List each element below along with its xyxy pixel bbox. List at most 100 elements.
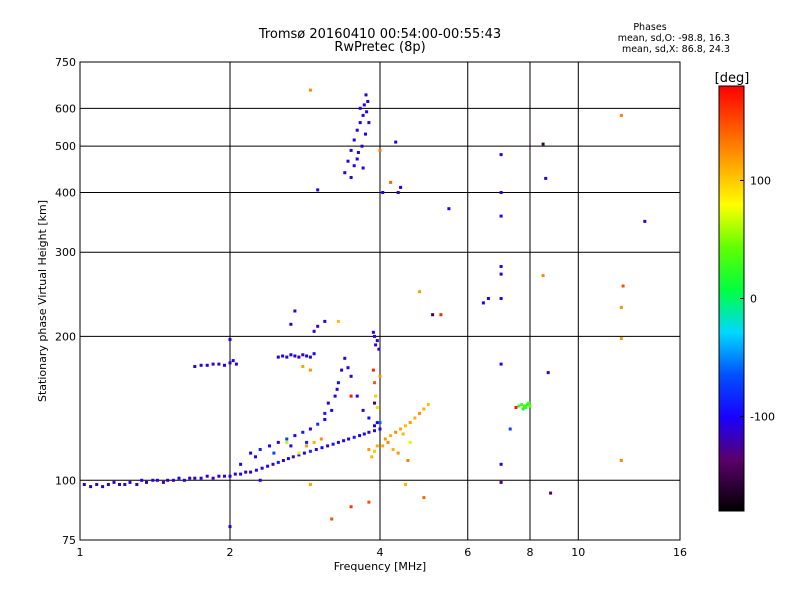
echo-point <box>418 290 421 294</box>
echo-point <box>293 309 297 313</box>
echo-point <box>276 460 280 464</box>
echo-point <box>101 485 105 489</box>
echo-point <box>297 355 301 359</box>
echo-point <box>517 404 521 408</box>
echo-point <box>305 440 309 444</box>
echo-point <box>285 437 289 441</box>
echo-point <box>389 434 393 438</box>
echo-point <box>293 434 297 438</box>
echo-point <box>297 451 301 455</box>
colorbar-tick-label: 0 <box>750 293 757 306</box>
echo-point <box>378 148 382 152</box>
echo-point <box>346 366 350 370</box>
echo-point <box>374 394 378 398</box>
echo-point <box>499 191 503 194</box>
echo-point <box>258 478 262 482</box>
echo-point <box>367 121 371 125</box>
echo-point <box>305 354 309 358</box>
echo-point <box>371 330 375 334</box>
echo-point <box>383 437 387 441</box>
echo-point <box>367 416 371 420</box>
echo-point <box>326 444 330 448</box>
echo-point <box>308 483 312 486</box>
echo-point <box>343 356 347 360</box>
echo-point <box>514 406 518 409</box>
echo-point <box>373 449 376 453</box>
y-tick-label: 400 <box>55 186 76 199</box>
echo-point <box>352 138 356 142</box>
echo-point <box>301 430 305 434</box>
echo-point <box>381 191 385 194</box>
echo-point <box>347 437 351 441</box>
echo-point <box>362 432 366 436</box>
echo-point <box>316 422 320 426</box>
echo-point <box>140 478 144 482</box>
echo-point <box>285 355 289 359</box>
echo-point <box>297 453 301 457</box>
echo-point <box>128 480 132 484</box>
echo-point <box>308 427 312 431</box>
echo-point <box>217 362 221 366</box>
phase-stats-header: Phases <box>633 22 667 33</box>
echo-point <box>431 313 435 317</box>
echo-point <box>520 403 524 407</box>
echo-point <box>239 472 243 476</box>
echo-point <box>249 451 253 455</box>
echo-point <box>406 459 410 462</box>
echo-point <box>161 480 165 484</box>
echo-point <box>346 159 350 163</box>
echo-point <box>308 355 312 359</box>
echo-point <box>367 430 371 434</box>
echo-point <box>258 448 262 451</box>
echo-point <box>223 363 226 367</box>
echo-point <box>394 140 398 144</box>
echo-point <box>182 478 186 482</box>
echo-point <box>378 427 382 431</box>
echo-point <box>302 451 306 455</box>
echo-point <box>239 462 243 466</box>
echo-point <box>343 171 347 175</box>
x-tick-label: 1 <box>77 546 84 559</box>
echo-point <box>386 440 390 444</box>
echo-point <box>228 338 232 341</box>
echo-point <box>171 478 175 482</box>
y-tick-label: 75 <box>62 534 76 547</box>
echo-point <box>619 305 623 309</box>
echo-point <box>336 440 340 444</box>
echo-point <box>316 188 320 192</box>
echo-point <box>619 459 623 462</box>
echo-point <box>293 354 297 358</box>
echo-point <box>289 322 293 326</box>
echo-point <box>399 185 403 189</box>
echo-point <box>401 432 405 436</box>
echo-point <box>404 483 407 486</box>
echo-point <box>367 448 371 451</box>
echo-point <box>228 474 232 478</box>
echo-point <box>312 440 316 444</box>
y-tick-label: 750 <box>55 56 76 69</box>
echo-points <box>82 88 647 529</box>
echo-point <box>193 476 197 480</box>
echo-point <box>271 462 275 466</box>
echo-point <box>254 455 257 459</box>
echo-point <box>426 403 430 407</box>
echo-point <box>308 88 312 92</box>
grid-lines <box>79 61 681 541</box>
echo-point <box>112 480 116 484</box>
echo-point <box>418 411 421 415</box>
echo-point <box>358 106 362 110</box>
echo-point <box>228 361 232 365</box>
echo-point <box>366 100 370 103</box>
echo-point <box>486 297 490 300</box>
phase-stats-x-line: mean, sd,X: 86.8, 24.3 <box>621 44 730 55</box>
y-tick-label: 100 <box>55 474 76 487</box>
echo-point <box>373 424 376 428</box>
echo-point <box>365 110 369 114</box>
echo-point <box>312 329 316 333</box>
echo-point <box>375 421 379 425</box>
echo-point <box>342 439 346 443</box>
echo-point <box>619 113 623 117</box>
echo-point <box>371 368 375 372</box>
echo-point <box>374 343 378 347</box>
